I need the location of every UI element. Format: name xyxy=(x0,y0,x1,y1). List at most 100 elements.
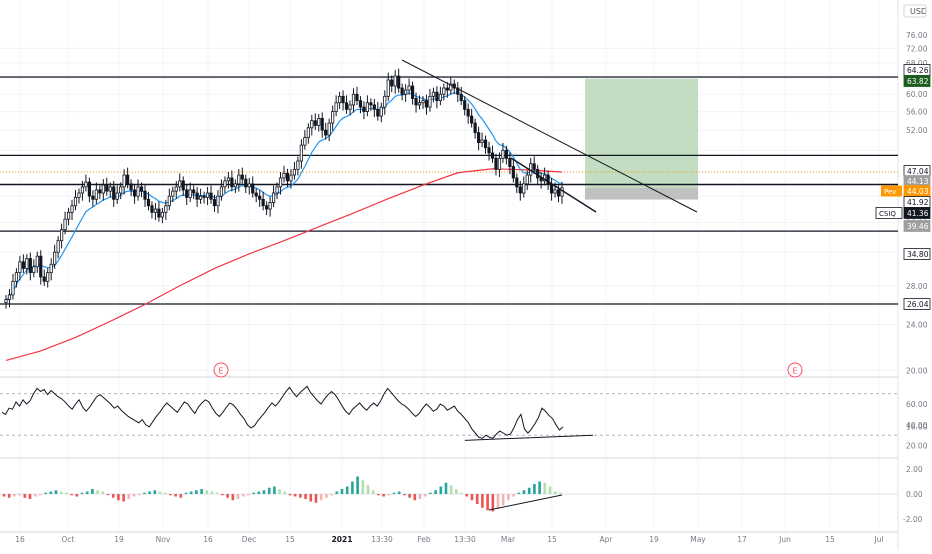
histogram-bar xyxy=(241,494,245,497)
fast-moving-average xyxy=(5,92,563,301)
histogram-bar xyxy=(96,490,99,494)
histogram-bar xyxy=(403,494,406,496)
candle-body xyxy=(73,196,78,207)
candle-body xyxy=(386,79,390,97)
histogram-bar xyxy=(231,494,235,501)
price-tick-label: 76.00 xyxy=(906,31,928,40)
candle-body xyxy=(414,98,418,106)
candle-body xyxy=(556,189,561,197)
price-tag-value: 39.46 xyxy=(907,222,929,231)
histogram-bar xyxy=(465,494,469,497)
candle-body xyxy=(438,93,442,101)
candle-body xyxy=(265,205,269,210)
histogram-bar xyxy=(59,491,63,494)
rsi-panel xyxy=(0,385,898,441)
moving-averages xyxy=(5,92,563,362)
candle-body xyxy=(515,177,519,188)
candle-body xyxy=(32,266,36,274)
candle-body xyxy=(463,100,467,110)
price-tag-value: 41.92 xyxy=(907,198,929,207)
candle-body xyxy=(18,261,22,274)
candle-body xyxy=(146,198,151,207)
price-tag-prefix: Pev xyxy=(884,188,896,196)
candle-body xyxy=(7,294,12,300)
candle-body xyxy=(351,93,356,106)
candle-body xyxy=(508,157,512,167)
histogram-bar xyxy=(444,482,448,494)
histogram-bar xyxy=(143,492,146,494)
candle-body xyxy=(164,205,168,213)
histogram-bar xyxy=(501,494,505,506)
histogram-bar xyxy=(163,492,167,494)
histogram-bar xyxy=(210,491,214,494)
candle-body xyxy=(230,177,234,188)
histogram-bar xyxy=(429,492,432,494)
candle-body xyxy=(369,102,373,106)
trendlines xyxy=(401,59,698,213)
histogram-bar xyxy=(257,491,261,494)
candle-body xyxy=(376,108,380,117)
histogram-tick-label: -2.00 xyxy=(903,515,923,524)
candle-body xyxy=(532,163,536,170)
candle-body xyxy=(254,192,258,197)
candle-body xyxy=(150,205,154,213)
price-tag-value: 44.03 xyxy=(907,187,929,196)
candle-body xyxy=(91,195,95,200)
candle-body xyxy=(181,180,185,191)
candle-body xyxy=(445,87,449,91)
histogram-bar xyxy=(356,476,359,494)
candle-body xyxy=(268,202,272,210)
price-tag-value: 47.04 xyxy=(907,167,929,176)
candle-body xyxy=(247,183,251,188)
histogram-bar xyxy=(221,494,224,496)
histogram-bar xyxy=(304,494,307,499)
candle-body xyxy=(105,184,109,192)
candle-body xyxy=(122,174,126,188)
histogram-bar xyxy=(314,494,318,503)
histogram-bar xyxy=(226,494,229,498)
time-axis: 16 Oct 19 Nov 16 Dec 15 2021 13:30 Feb 13:30 Mar 15 A… xyxy=(15,535,883,544)
currency-box xyxy=(903,4,927,18)
time-tick-label: Oct xyxy=(62,535,75,544)
earnings-event-marker xyxy=(213,362,229,378)
candle-body xyxy=(66,211,71,220)
candle-body xyxy=(139,186,144,192)
candle-body xyxy=(285,172,290,182)
histogram-bar xyxy=(236,494,240,499)
price-tick-label: 24.00 xyxy=(906,321,928,330)
histogram-bar xyxy=(512,494,515,497)
candle-body xyxy=(219,186,224,197)
candle-body xyxy=(306,127,310,138)
histogram-bar xyxy=(543,482,547,494)
histogram-bar xyxy=(148,491,151,494)
candle-body xyxy=(14,272,19,282)
candle-body xyxy=(501,149,505,159)
candle-body xyxy=(466,108,470,117)
histogram-bar xyxy=(351,481,354,494)
candle-body xyxy=(397,75,401,89)
histogram-bar xyxy=(470,494,474,501)
histogram-bar xyxy=(449,485,453,494)
histogram-bar xyxy=(267,487,271,494)
candle-body xyxy=(275,186,279,194)
candle-body xyxy=(421,100,425,104)
price-tag-value: 41.36 xyxy=(907,209,929,218)
candle-body xyxy=(334,102,338,112)
histogram-bar xyxy=(215,492,219,494)
histogram-bar xyxy=(18,494,21,496)
candle-body xyxy=(108,186,112,192)
candle-body xyxy=(115,192,119,200)
candle-body xyxy=(296,160,300,170)
candle-body xyxy=(278,177,283,188)
candle-body xyxy=(216,195,220,207)
time-tick-label: 16 xyxy=(15,535,25,544)
price-tick-label: 72.00 xyxy=(906,44,928,53)
histogram-bar xyxy=(28,494,32,499)
candle-body xyxy=(289,174,293,182)
histogram-divergence-line xyxy=(488,494,563,511)
histogram-bar xyxy=(345,486,349,494)
time-tick-label: 13:30 xyxy=(371,535,393,544)
